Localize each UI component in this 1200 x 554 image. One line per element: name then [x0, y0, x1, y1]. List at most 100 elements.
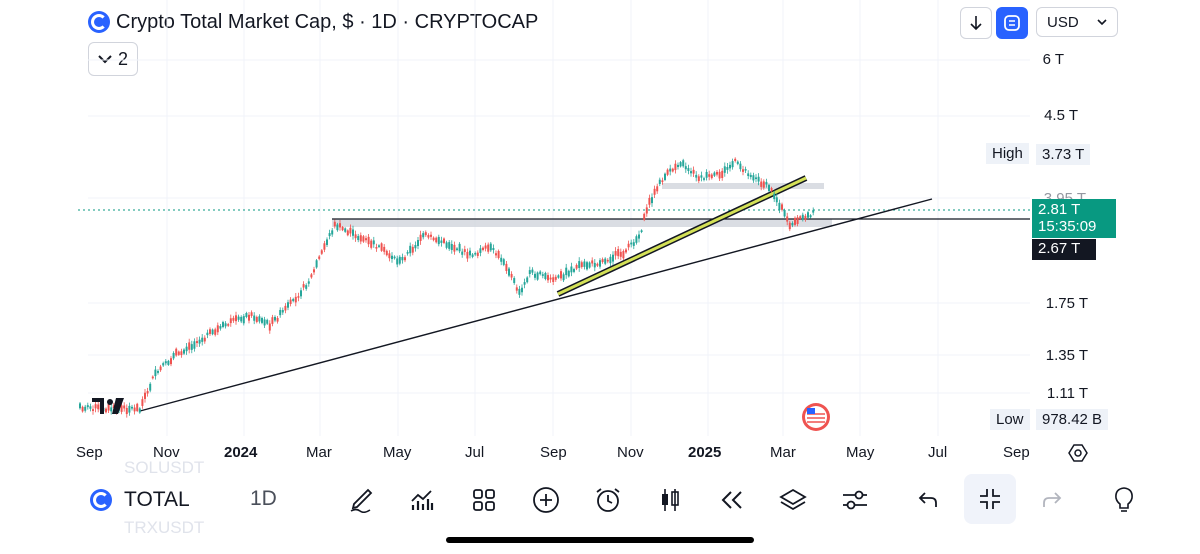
symbol-button[interactable]: TOTAL	[90, 485, 190, 515]
candle-body	[232, 317, 235, 321]
replay-button[interactable]	[718, 486, 746, 514]
chevron-down-icon	[98, 55, 112, 64]
candle-body	[765, 181, 768, 185]
chart-settings-button[interactable]	[841, 486, 869, 514]
candle-body	[723, 166, 726, 173]
candle-body	[177, 351, 180, 355]
candle-body	[164, 361, 167, 364]
resistance-zone[interactable]	[662, 183, 824, 189]
candle-body	[573, 269, 575, 272]
candle-body	[658, 179, 661, 184]
candle-body	[539, 271, 542, 275]
auto-scale-button[interactable]	[996, 7, 1028, 39]
candle-body	[716, 171, 718, 175]
candle-body	[625, 249, 627, 253]
indicators-toggle-button[interactable]: 2	[88, 42, 138, 76]
chart-type-button[interactable]	[656, 486, 684, 514]
long-trendline[interactable]	[139, 198, 933, 412]
scroll-to-latest-button[interactable]	[960, 7, 992, 39]
candle-body	[710, 174, 713, 179]
home-indicator[interactable]	[446, 537, 754, 543]
undo-button[interactable]	[914, 486, 942, 514]
candle-body	[401, 256, 404, 261]
candle-body	[526, 277, 529, 283]
candle-body	[487, 244, 490, 252]
candle-body	[562, 274, 565, 281]
chart-canvas[interactable]	[0, 0, 1200, 470]
interval-button[interactable]: 1D	[250, 487, 277, 510]
indicators-count: 2	[117, 48, 128, 69]
currency-select[interactable]: USD	[1036, 7, 1118, 37]
redo-icon	[1043, 492, 1062, 507]
candle-body	[549, 277, 552, 280]
time-label: Mar	[770, 444, 796, 461]
settings-hex-icon[interactable]	[1068, 443, 1088, 463]
candle-body	[656, 186, 659, 192]
objects-button[interactable]	[779, 486, 807, 514]
layout-button[interactable]	[470, 486, 498, 514]
alert-button[interactable]	[594, 486, 622, 514]
high-value: 3.73 T	[1036, 144, 1091, 165]
candle-body	[671, 168, 674, 172]
indicators-button[interactable]	[408, 486, 436, 514]
candle-body	[292, 298, 295, 302]
candle-body	[713, 172, 716, 176]
currency-value: USD	[1047, 13, 1079, 31]
candle-body	[274, 316, 276, 321]
candle-body	[336, 224, 339, 231]
add-button[interactable]	[532, 486, 560, 514]
flag-us-icon[interactable]	[802, 403, 830, 431]
candle-body	[812, 210, 815, 213]
candle-body	[502, 259, 505, 265]
candle-body	[599, 260, 601, 267]
candle-body	[370, 240, 373, 248]
candle-body	[229, 318, 232, 324]
tradingview-logo-icon[interactable]	[92, 398, 124, 414]
candle-body	[664, 173, 666, 180]
candle-body	[430, 234, 432, 237]
redo-button[interactable]	[1038, 486, 1066, 514]
candle-body	[531, 269, 534, 273]
candle-body	[476, 252, 479, 256]
chart-title[interactable]: Crypto Total Market Cap, $ · 1D · CRYPTO…	[88, 8, 538, 36]
candle-body	[326, 239, 328, 245]
candle-body	[281, 310, 284, 313]
trend-channel-line[interactable]	[557, 176, 807, 296]
candle-body	[804, 215, 807, 220]
candle-body	[261, 317, 263, 323]
candle-body	[227, 324, 230, 326]
support-zone[interactable]	[332, 219, 832, 227]
price-label-4: 1.75 T	[1045, 295, 1088, 312]
candle-body	[619, 251, 622, 257]
candle-body	[138, 408, 141, 413]
candle-body	[612, 254, 614, 262]
candle-body	[279, 309, 282, 316]
ideas-button[interactable]	[1110, 486, 1138, 514]
compare-icon	[1004, 15, 1020, 31]
candle-body	[201, 337, 204, 342]
candle-body	[788, 222, 791, 230]
candle-body	[313, 269, 315, 273]
candle-body	[541, 274, 544, 276]
candle-body	[383, 246, 386, 252]
candle-body	[768, 185, 770, 191]
candle-body	[110, 407, 113, 412]
candle-body	[528, 270, 531, 275]
candle-body	[799, 216, 802, 219]
candle-body	[92, 409, 94, 411]
candle-body	[86, 405, 89, 408]
candle-body	[755, 177, 757, 180]
brush-tool-button[interactable]	[347, 486, 375, 514]
candle-body	[211, 329, 214, 335]
candle-body	[653, 188, 656, 195]
candle-body	[484, 245, 487, 249]
candle-body	[505, 263, 508, 271]
search-logo-icon	[88, 11, 110, 33]
fullscreen-collapse-button[interactable]	[964, 474, 1016, 524]
candle-body	[445, 242, 448, 248]
candle-body	[604, 258, 607, 264]
candle-body	[461, 251, 464, 255]
candle-body	[700, 175, 703, 178]
candle-body	[448, 242, 451, 249]
candle-body	[760, 181, 763, 187]
